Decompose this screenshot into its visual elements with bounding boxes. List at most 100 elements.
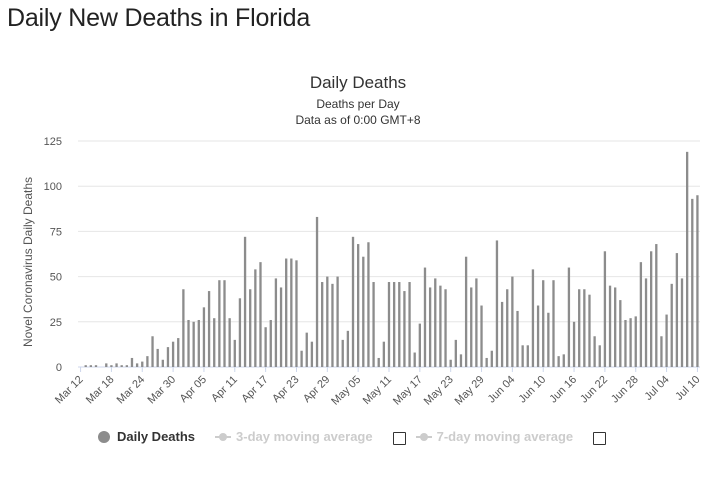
bar[interactable] — [326, 276, 329, 367]
bar[interactable] — [105, 363, 108, 367]
7day-average-checkbox[interactable] — [593, 432, 607, 445]
bar[interactable] — [629, 318, 632, 367]
bar[interactable] — [207, 291, 211, 367]
bar[interactable] — [295, 260, 298, 367]
bar[interactable] — [526, 345, 529, 367]
3day-average-checkbox[interactable] — [392, 432, 406, 445]
bar[interactable] — [197, 319, 200, 367]
bar[interactable] — [691, 198, 694, 367]
bar[interactable] — [614, 287, 617, 367]
bar[interactable] — [516, 310, 519, 367]
legend-item-daily-deaths[interactable]: Daily Deaths — [98, 429, 195, 444]
bar[interactable] — [382, 341, 386, 367]
bar[interactable] — [639, 262, 643, 367]
bar[interactable] — [146, 356, 149, 367]
bar[interactable] — [398, 282, 401, 367]
bar[interactable] — [392, 282, 396, 367]
bar[interactable] — [125, 365, 128, 367]
bar[interactable] — [156, 348, 159, 367]
bar[interactable] — [341, 339, 344, 367]
bar[interactable] — [254, 269, 257, 367]
bar[interactable] — [542, 280, 545, 367]
bar[interactable] — [480, 305, 483, 367]
bar[interactable] — [583, 289, 586, 367]
bar[interactable] — [115, 363, 118, 367]
bar[interactable] — [94, 365, 98, 367]
bar[interactable] — [223, 280, 226, 367]
bar[interactable] — [182, 289, 185, 367]
bar[interactable] — [84, 365, 87, 367]
bar[interactable] — [362, 256, 365, 367]
bar[interactable] — [598, 345, 601, 367]
bar[interactable] — [403, 291, 406, 367]
bar[interactable] — [171, 341, 175, 367]
bar[interactable] — [228, 318, 231, 367]
bar[interactable] — [434, 278, 437, 367]
bar[interactable] — [536, 305, 540, 367]
bar[interactable] — [660, 336, 663, 367]
bar[interactable] — [593, 336, 596, 367]
bar[interactable] — [572, 321, 576, 367]
bar[interactable] — [531, 269, 535, 367]
bar[interactable] — [305, 332, 308, 367]
bar[interactable] — [634, 316, 637, 367]
bar[interactable] — [249, 289, 252, 367]
bar[interactable] — [603, 251, 607, 367]
bar[interactable] — [644, 278, 648, 367]
bar[interactable] — [387, 282, 391, 367]
bar[interactable] — [192, 321, 195, 367]
bar[interactable] — [279, 287, 283, 367]
bar[interactable] — [675, 253, 679, 367]
bar[interactable] — [650, 251, 653, 367]
bar[interactable] — [670, 283, 673, 367]
bar[interactable] — [418, 323, 421, 367]
bar[interactable] — [89, 365, 93, 367]
bar[interactable] — [608, 285, 612, 367]
bar[interactable] — [300, 350, 303, 367]
legend-item-3day-average[interactable]: 3-day moving average — [215, 429, 373, 444]
bar[interactable] — [336, 276, 339, 367]
legend-item-7day-average[interactable]: 7-day moving average — [415, 429, 573, 444]
bar[interactable] — [110, 365, 113, 367]
bar[interactable] — [367, 242, 370, 367]
bar[interactable] — [557, 356, 560, 367]
bar[interactable] — [696, 195, 699, 367]
bar[interactable] — [120, 365, 123, 367]
bar[interactable] — [547, 312, 550, 367]
bar[interactable] — [685, 151, 689, 367]
bar[interactable] — [264, 327, 267, 367]
bar[interactable] — [423, 267, 427, 367]
bar[interactable] — [578, 289, 581, 367]
bar[interactable] — [161, 359, 164, 367]
bar[interactable] — [151, 336, 154, 367]
bar[interactable] — [428, 287, 432, 367]
bar[interactable] — [243, 236, 247, 367]
bar[interactable] — [500, 301, 504, 367]
bar[interactable] — [274, 278, 278, 367]
bar[interactable] — [470, 287, 473, 367]
bar[interactable] — [372, 282, 375, 367]
bar[interactable] — [331, 283, 334, 367]
bar[interactable] — [552, 280, 555, 367]
bar[interactable] — [454, 339, 457, 367]
bar[interactable] — [562, 354, 565, 367]
bar[interactable] — [218, 280, 221, 367]
bar[interactable] — [490, 350, 493, 367]
bar[interactable] — [377, 357, 380, 367]
bar[interactable] — [141, 361, 144, 367]
bar[interactable] — [588, 294, 591, 367]
bar[interactable] — [177, 338, 180, 367]
bar[interactable] — [351, 236, 355, 367]
bar[interactable] — [665, 314, 668, 367]
bar[interactable] — [187, 319, 190, 367]
bar[interactable] — [567, 267, 571, 367]
bar[interactable] — [506, 289, 509, 367]
bar[interactable] — [619, 300, 622, 367]
bar[interactable] — [485, 357, 488, 367]
bar[interactable] — [408, 282, 411, 367]
bar[interactable] — [655, 244, 658, 367]
bar[interactable] — [285, 258, 288, 367]
bar[interactable] — [444, 289, 447, 367]
bar[interactable] — [624, 319, 627, 367]
bar[interactable] — [259, 262, 262, 367]
